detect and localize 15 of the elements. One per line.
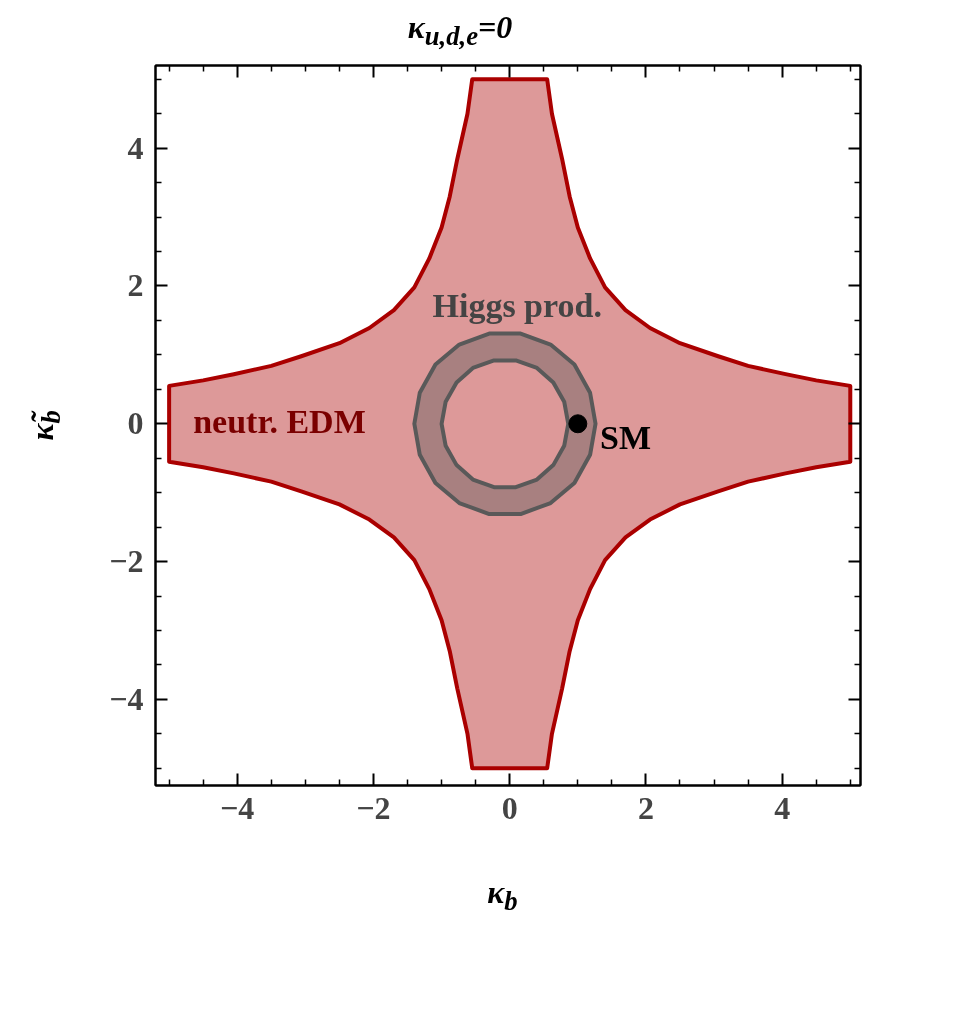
x-tick-label: 2 <box>637 789 654 826</box>
x-axis-title: κ$_{b}$ <box>486 873 519 919</box>
y-tick-label: 4 <box>127 129 144 166</box>
x-tick-label: −2 <box>356 789 391 826</box>
annotation: neutr. EDM <box>193 403 366 441</box>
annotation: Higgs prod. <box>432 286 602 324</box>
y-tick-label: 0 <box>127 405 144 442</box>
x-tick-label: −4 <box>220 789 255 826</box>
y-tick-label: 2 <box>127 267 144 304</box>
annotation: SM <box>600 419 651 457</box>
x-tick-label: 0 <box>501 789 518 826</box>
chart-title: κ$_{u,d,e}$=0 <box>406 8 514 54</box>
x-tick-label: 4 <box>774 789 791 826</box>
y-tick-label: −4 <box>109 680 144 717</box>
y-tick-label: −2 <box>109 543 144 580</box>
